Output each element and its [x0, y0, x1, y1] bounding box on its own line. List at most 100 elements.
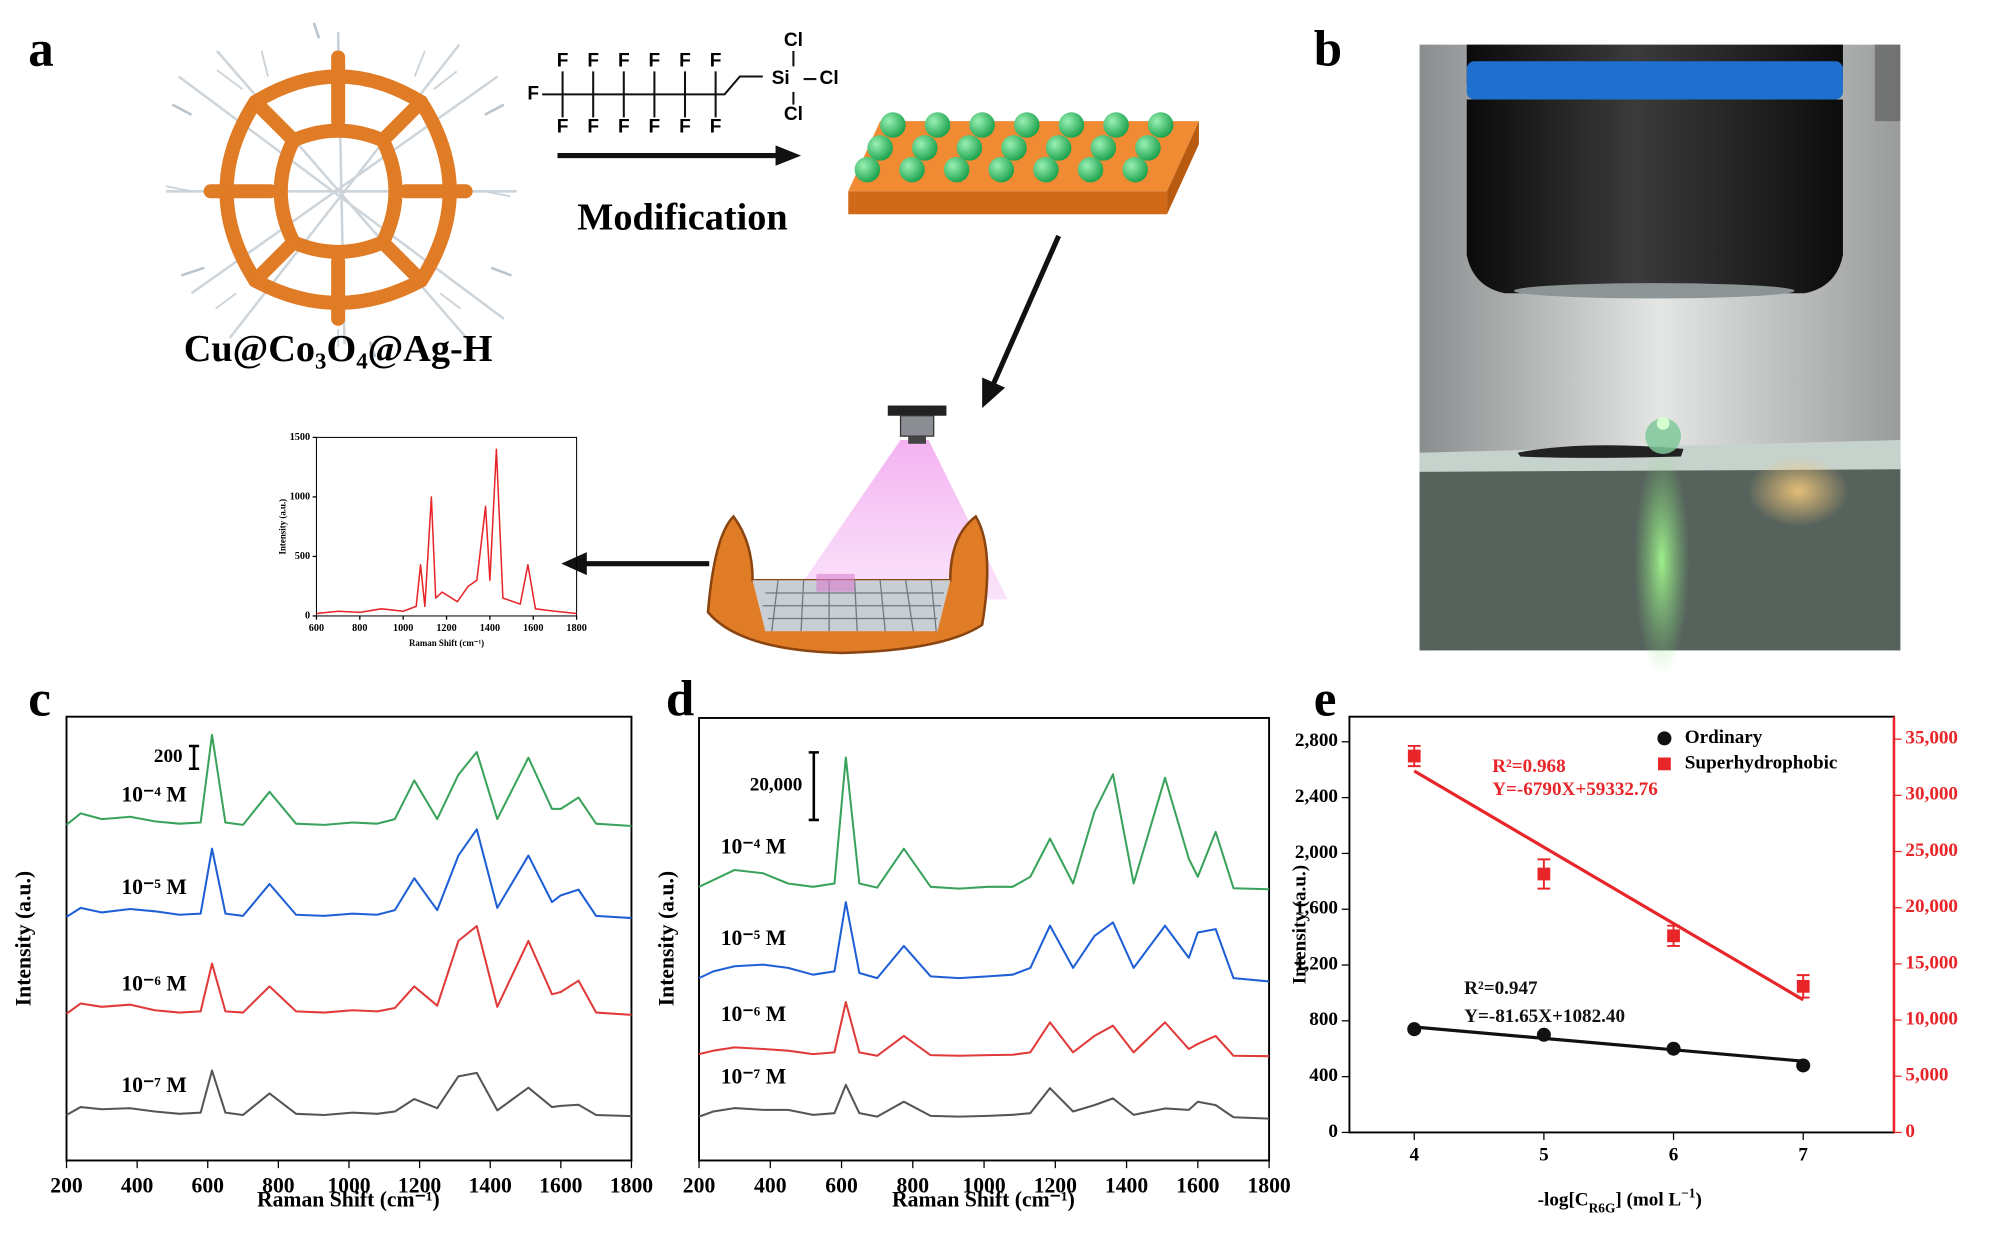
scale-bar-label: 20,000: [750, 775, 803, 796]
atom-label: Cl: [784, 104, 803, 125]
step-label: Modification: [577, 196, 787, 238]
atom-label: F: [679, 50, 691, 71]
spectrum-line: [65, 925, 632, 1016]
spectrum-line: [65, 733, 632, 828]
x-tick-label: 600: [309, 623, 324, 634]
y-tick-label: 500: [295, 551, 310, 562]
scale-bar: [188, 744, 200, 771]
sphere: [1103, 112, 1129, 138]
y2-tick-label: 20,000: [1905, 896, 1958, 917]
spectrum-line: [698, 1001, 1270, 1058]
atom-label: F: [557, 117, 569, 138]
data-point: [1667, 929, 1680, 943]
fit-line: [1414, 1025, 1804, 1063]
x-tick-label: 1400: [480, 623, 500, 634]
raman-setup: [706, 405, 1008, 655]
sphere: [1045, 135, 1072, 161]
spectrum-line: [66, 1069, 632, 1118]
sphere: [1122, 156, 1148, 183]
x-tick-label: 1000: [393, 623, 413, 634]
data-point: [1537, 867, 1551, 881]
x-tick-label: 1600: [1176, 1174, 1219, 1198]
panel-label: e: [1314, 672, 1337, 728]
spectrum-line: [65, 828, 632, 920]
y-tick-label: 1500: [290, 432, 310, 443]
x-tick-label: 1200: [1034, 1174, 1077, 1198]
atom-label: F: [618, 50, 630, 71]
y-tick-label: 0: [1328, 1121, 1338, 1142]
sphere: [1014, 112, 1040, 138]
sphere: [880, 112, 906, 138]
y-tick-label: 2,000: [1295, 842, 1338, 863]
spectrum-line: [698, 1083, 1270, 1120]
atom-label: F: [618, 117, 630, 138]
atom-label: F: [587, 50, 599, 71]
fit-line: [1413, 769, 1805, 1002]
y-tick-label: 2,400: [1295, 786, 1338, 807]
annotation: R²=0.947: [1464, 978, 1538, 999]
x-tick-label: 800: [262, 1174, 294, 1198]
x-tick-label: 1600: [539, 1174, 582, 1198]
y2-tick-label: 15,000: [1905, 952, 1958, 973]
plot-frame: [698, 717, 1271, 1162]
series-label: 10⁻⁴ M: [721, 835, 786, 859]
sphere: [1077, 156, 1104, 183]
legend-marker: [1657, 731, 1672, 746]
y-tick-label: 2,800: [1295, 730, 1338, 751]
y2-tick-label: 10,000: [1905, 1008, 1958, 1029]
x-tick-label: 1800: [610, 1174, 653, 1198]
sphere: [956, 135, 983, 161]
series-label: 10⁻⁵ M: [721, 926, 786, 950]
legend-label: Ordinary: [1685, 727, 1763, 748]
scale-bar: [808, 751, 819, 822]
sphere: [1001, 135, 1027, 161]
y-tick-label: 800: [1309, 1009, 1338, 1030]
x-tick-label: 400: [754, 1174, 786, 1198]
spectrum-line: [698, 901, 1270, 983]
series-label: 10⁻⁶ M: [121, 972, 186, 996]
series-label: 10⁻⁷ M: [721, 1064, 786, 1088]
x-tick-label: 600: [192, 1174, 224, 1198]
data-point: [1796, 979, 1810, 993]
flow-arrows: [561, 234, 1061, 576]
atom-label: F: [527, 83, 539, 104]
y-axis-label: Intensity (a.u.): [1289, 865, 1310, 984]
annotation: Y=-81.65X+1082.40: [1464, 1006, 1625, 1027]
chart: 600 800 1000 1200 1400 1600 1800 0 500 1000 1500 Ra…: [277, 432, 586, 648]
series-label: 10⁻⁷ M: [121, 1073, 186, 1097]
sphere: [1033, 156, 1059, 183]
data-point: [1666, 1041, 1681, 1056]
x-tick-label: 200: [683, 1174, 715, 1198]
y2-tick-label: 25,000: [1905, 840, 1958, 861]
y-tick-label: 1,200: [1295, 953, 1338, 974]
atom-label: Si: [772, 68, 790, 89]
x-tick-label: 5: [1539, 1145, 1549, 1166]
x-axis-label-part: ): [1696, 1190, 1702, 1211]
panel-label: c: [28, 672, 51, 728]
panel-label: d: [666, 672, 694, 728]
atom-label: Cl: [784, 30, 803, 51]
y-tick-label: 400: [1309, 1065, 1338, 1086]
x-tick-label: 1000: [962, 1174, 1005, 1198]
sphere: [943, 156, 970, 183]
plot-frame: [65, 715, 633, 1162]
y-axis-label: Intensity (a.u.): [654, 871, 678, 1006]
x-tick-label: 1000: [327, 1174, 370, 1198]
plot-frame: [315, 436, 578, 617]
legend-label: Superhydrophobic: [1685, 752, 1838, 773]
x-tick-label: 800: [352, 623, 367, 634]
chart: 4 5 6 7 0 400 800 1,200 1,600 2,000 2,400 2,800 0 5,0…: [1289, 715, 1958, 1215]
photo: [1419, 44, 1901, 676]
scale-bar-label: 200: [154, 746, 183, 767]
x-axis-label: Raman Shift (cm⁻¹): [257, 1187, 440, 1211]
data-point: [1536, 1027, 1551, 1042]
series-label: 10⁻⁵ M: [121, 875, 186, 899]
x-axis-label-part: ] (mol L: [1615, 1190, 1681, 1211]
x-tick-label: 1200: [398, 1174, 441, 1198]
atom-label: F: [679, 117, 691, 138]
chart: 200 400 600 800 1000 1200 1400 1600 1800 Raman Sh…: [12, 715, 653, 1211]
sphere: [854, 156, 881, 183]
atom-label: Cl: [820, 68, 839, 89]
atom-label: F: [710, 117, 722, 138]
